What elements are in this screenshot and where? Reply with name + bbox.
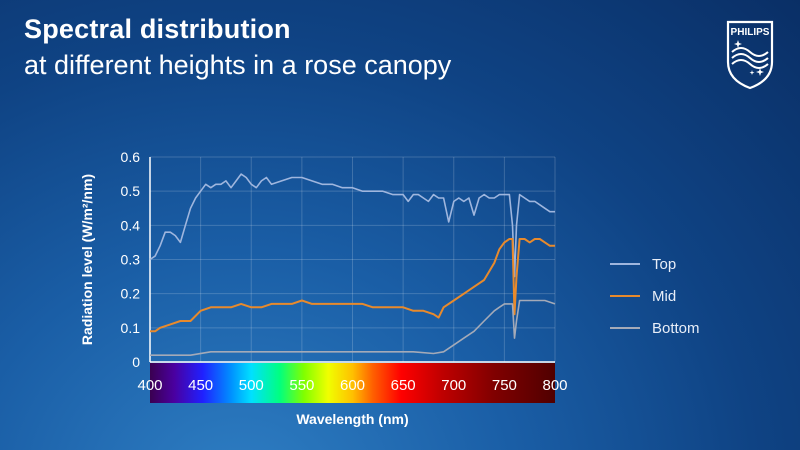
y-tick-label: 0.4 bbox=[121, 217, 141, 233]
legend-label-mid: Mid bbox=[652, 287, 677, 305]
legend-swatch-bottom bbox=[610, 327, 640, 329]
x-tick-label: 800 bbox=[542, 377, 567, 394]
x-axis-label: Wavelength (nm) bbox=[296, 411, 408, 427]
legend-swatch-mid bbox=[610, 295, 640, 297]
x-tick-label: 750 bbox=[492, 377, 517, 394]
legend-item-top: Top bbox=[610, 248, 700, 280]
page-title: Spectral distribution bbox=[24, 14, 291, 44]
y-tick-label: 0.6 bbox=[121, 149, 141, 165]
legend-label-top: Top bbox=[652, 255, 677, 273]
legend-swatch-top bbox=[610, 263, 640, 265]
y-tick-label: 0.3 bbox=[121, 252, 141, 268]
axes: 0 0.1 0.2 0.3 0.4 0.5 0.6 400 450 500 550 600 650 700… bbox=[121, 149, 568, 394]
x-tick-label: 500 bbox=[239, 377, 264, 394]
series-line-top bbox=[149, 173, 555, 278]
x-tick-label: 600 bbox=[340, 377, 365, 394]
philips-logo-text: PHILIPS bbox=[731, 27, 770, 38]
series-line-mid bbox=[150, 238, 555, 333]
legend-label-bottom: Bottom bbox=[652, 319, 700, 337]
series-lines bbox=[149, 173, 556, 357]
color-spectrum-bar bbox=[150, 363, 555, 403]
y-tick-label: 0.1 bbox=[121, 320, 141, 336]
x-tick-label: 700 bbox=[441, 377, 466, 394]
y-tick-label: 0.5 bbox=[121, 183, 141, 199]
grid-lines bbox=[149, 156, 556, 363]
x-tick-label: 550 bbox=[289, 377, 314, 394]
series-line-bottom bbox=[150, 299, 556, 357]
legend-item-bottom: Bottom bbox=[610, 312, 700, 344]
philips-shield-logo: PHILIPS bbox=[722, 18, 778, 90]
chart-legend: Top Mid Bottom bbox=[610, 248, 700, 344]
y-tick-label: 0.2 bbox=[121, 286, 141, 302]
x-tick-label: 450 bbox=[188, 377, 213, 394]
y-axis-label: Radiation level (W/m²/nm) bbox=[79, 174, 95, 345]
x-tick-label: 400 bbox=[137, 377, 162, 394]
y-tick-label: 0 bbox=[132, 354, 140, 370]
legend-item-mid: Mid bbox=[610, 280, 700, 312]
x-tick-label: 650 bbox=[391, 377, 416, 394]
page-subtitle: at different heights in a rose canopy bbox=[24, 50, 452, 80]
